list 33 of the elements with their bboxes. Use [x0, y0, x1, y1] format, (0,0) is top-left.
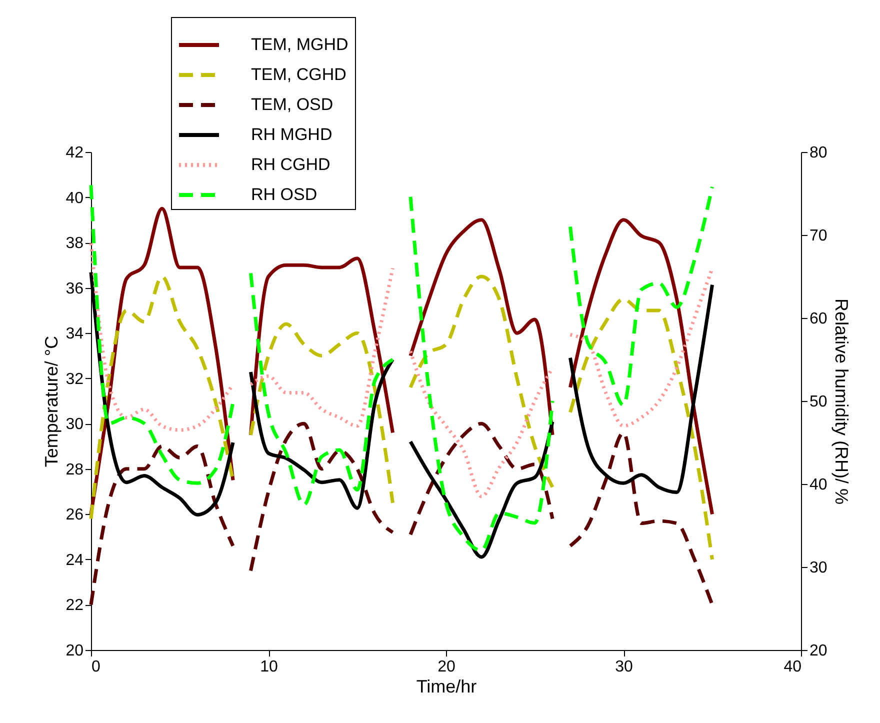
- legend-label: RH OSD: [251, 185, 318, 204]
- y-tick-label: 28: [66, 461, 84, 478]
- x-axis-title: Time/hr: [416, 676, 477, 696]
- y2-tick-label: 20: [810, 642, 828, 660]
- y2-tick-label: 60: [810, 310, 828, 328]
- x-tick-label: 10: [260, 658, 278, 676]
- y2-tick-label: 50: [810, 394, 828, 410]
- x-tick-label: 30: [615, 658, 633, 676]
- y-tick-label: 38: [66, 235, 84, 252]
- y-tick-label: 30: [66, 416, 84, 434]
- y2-axis-title: Relative humidity (RH)/ %: [831, 298, 852, 505]
- x-tick-label: 40: [784, 658, 802, 676]
- y2-tick-label: 70: [810, 228, 828, 244]
- y2-tick-label: 30: [810, 560, 828, 576]
- y-tick-label: 32: [66, 370, 84, 388]
- y-tick-label: 26: [66, 506, 84, 524]
- x-tick-label: 20: [438, 658, 456, 676]
- x-tick-label: 0: [92, 658, 100, 676]
- y-axis-title: Temperature/ °C: [42, 336, 62, 468]
- legend-label: RH CGHD: [251, 155, 330, 174]
- y-tick-label: 34: [66, 326, 84, 343]
- legend-label: RH MGHD: [251, 125, 332, 144]
- y-tick-label: 24: [66, 552, 84, 569]
- legend-label: TEM, CGHD: [251, 65, 346, 84]
- y-tick-label: 20: [66, 642, 84, 660]
- y-tick-label: 42: [66, 144, 84, 162]
- legend-label: TEM, MGHD: [251, 35, 348, 54]
- y-tick-label: 40: [66, 190, 84, 207]
- y2-tick-label: 80: [810, 144, 828, 162]
- y-tick-label: 36: [66, 280, 84, 298]
- y2-tick-label: 40: [810, 476, 828, 494]
- legend-label: TEM, OSD: [251, 95, 334, 114]
- y-tick-label: 22: [66, 597, 84, 614]
